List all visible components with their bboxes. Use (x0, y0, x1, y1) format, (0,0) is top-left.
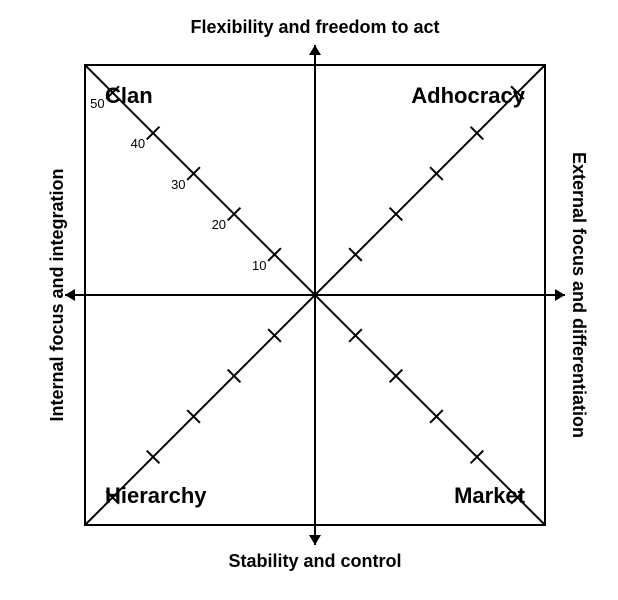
axis-label-top: Flexibility and freedom to act (165, 17, 465, 38)
tick-label: 30 (166, 177, 186, 192)
quadrant-label-hierarchy: Hierarchy (105, 483, 305, 509)
quadrant-label-clan: Clan (105, 83, 305, 109)
quadrant-label-market: Market (325, 483, 525, 509)
quadrant-label-adhocracy: Adhocracy (325, 83, 525, 109)
axis-label-bottom: Stability and control (165, 551, 465, 572)
tick-label: 50 (85, 96, 105, 111)
tick-label: 20 (206, 217, 226, 232)
tick-label: 40 (125, 136, 145, 151)
competing-values-diagram: Flexibility and freedom to act Stability… (0, 0, 618, 600)
diagram-svg (0, 0, 618, 600)
axis-label-right: External focus and differentiation (568, 135, 589, 455)
axis-label-left: Internal focus and integration (47, 155, 68, 435)
tick-label: 10 (247, 258, 267, 273)
